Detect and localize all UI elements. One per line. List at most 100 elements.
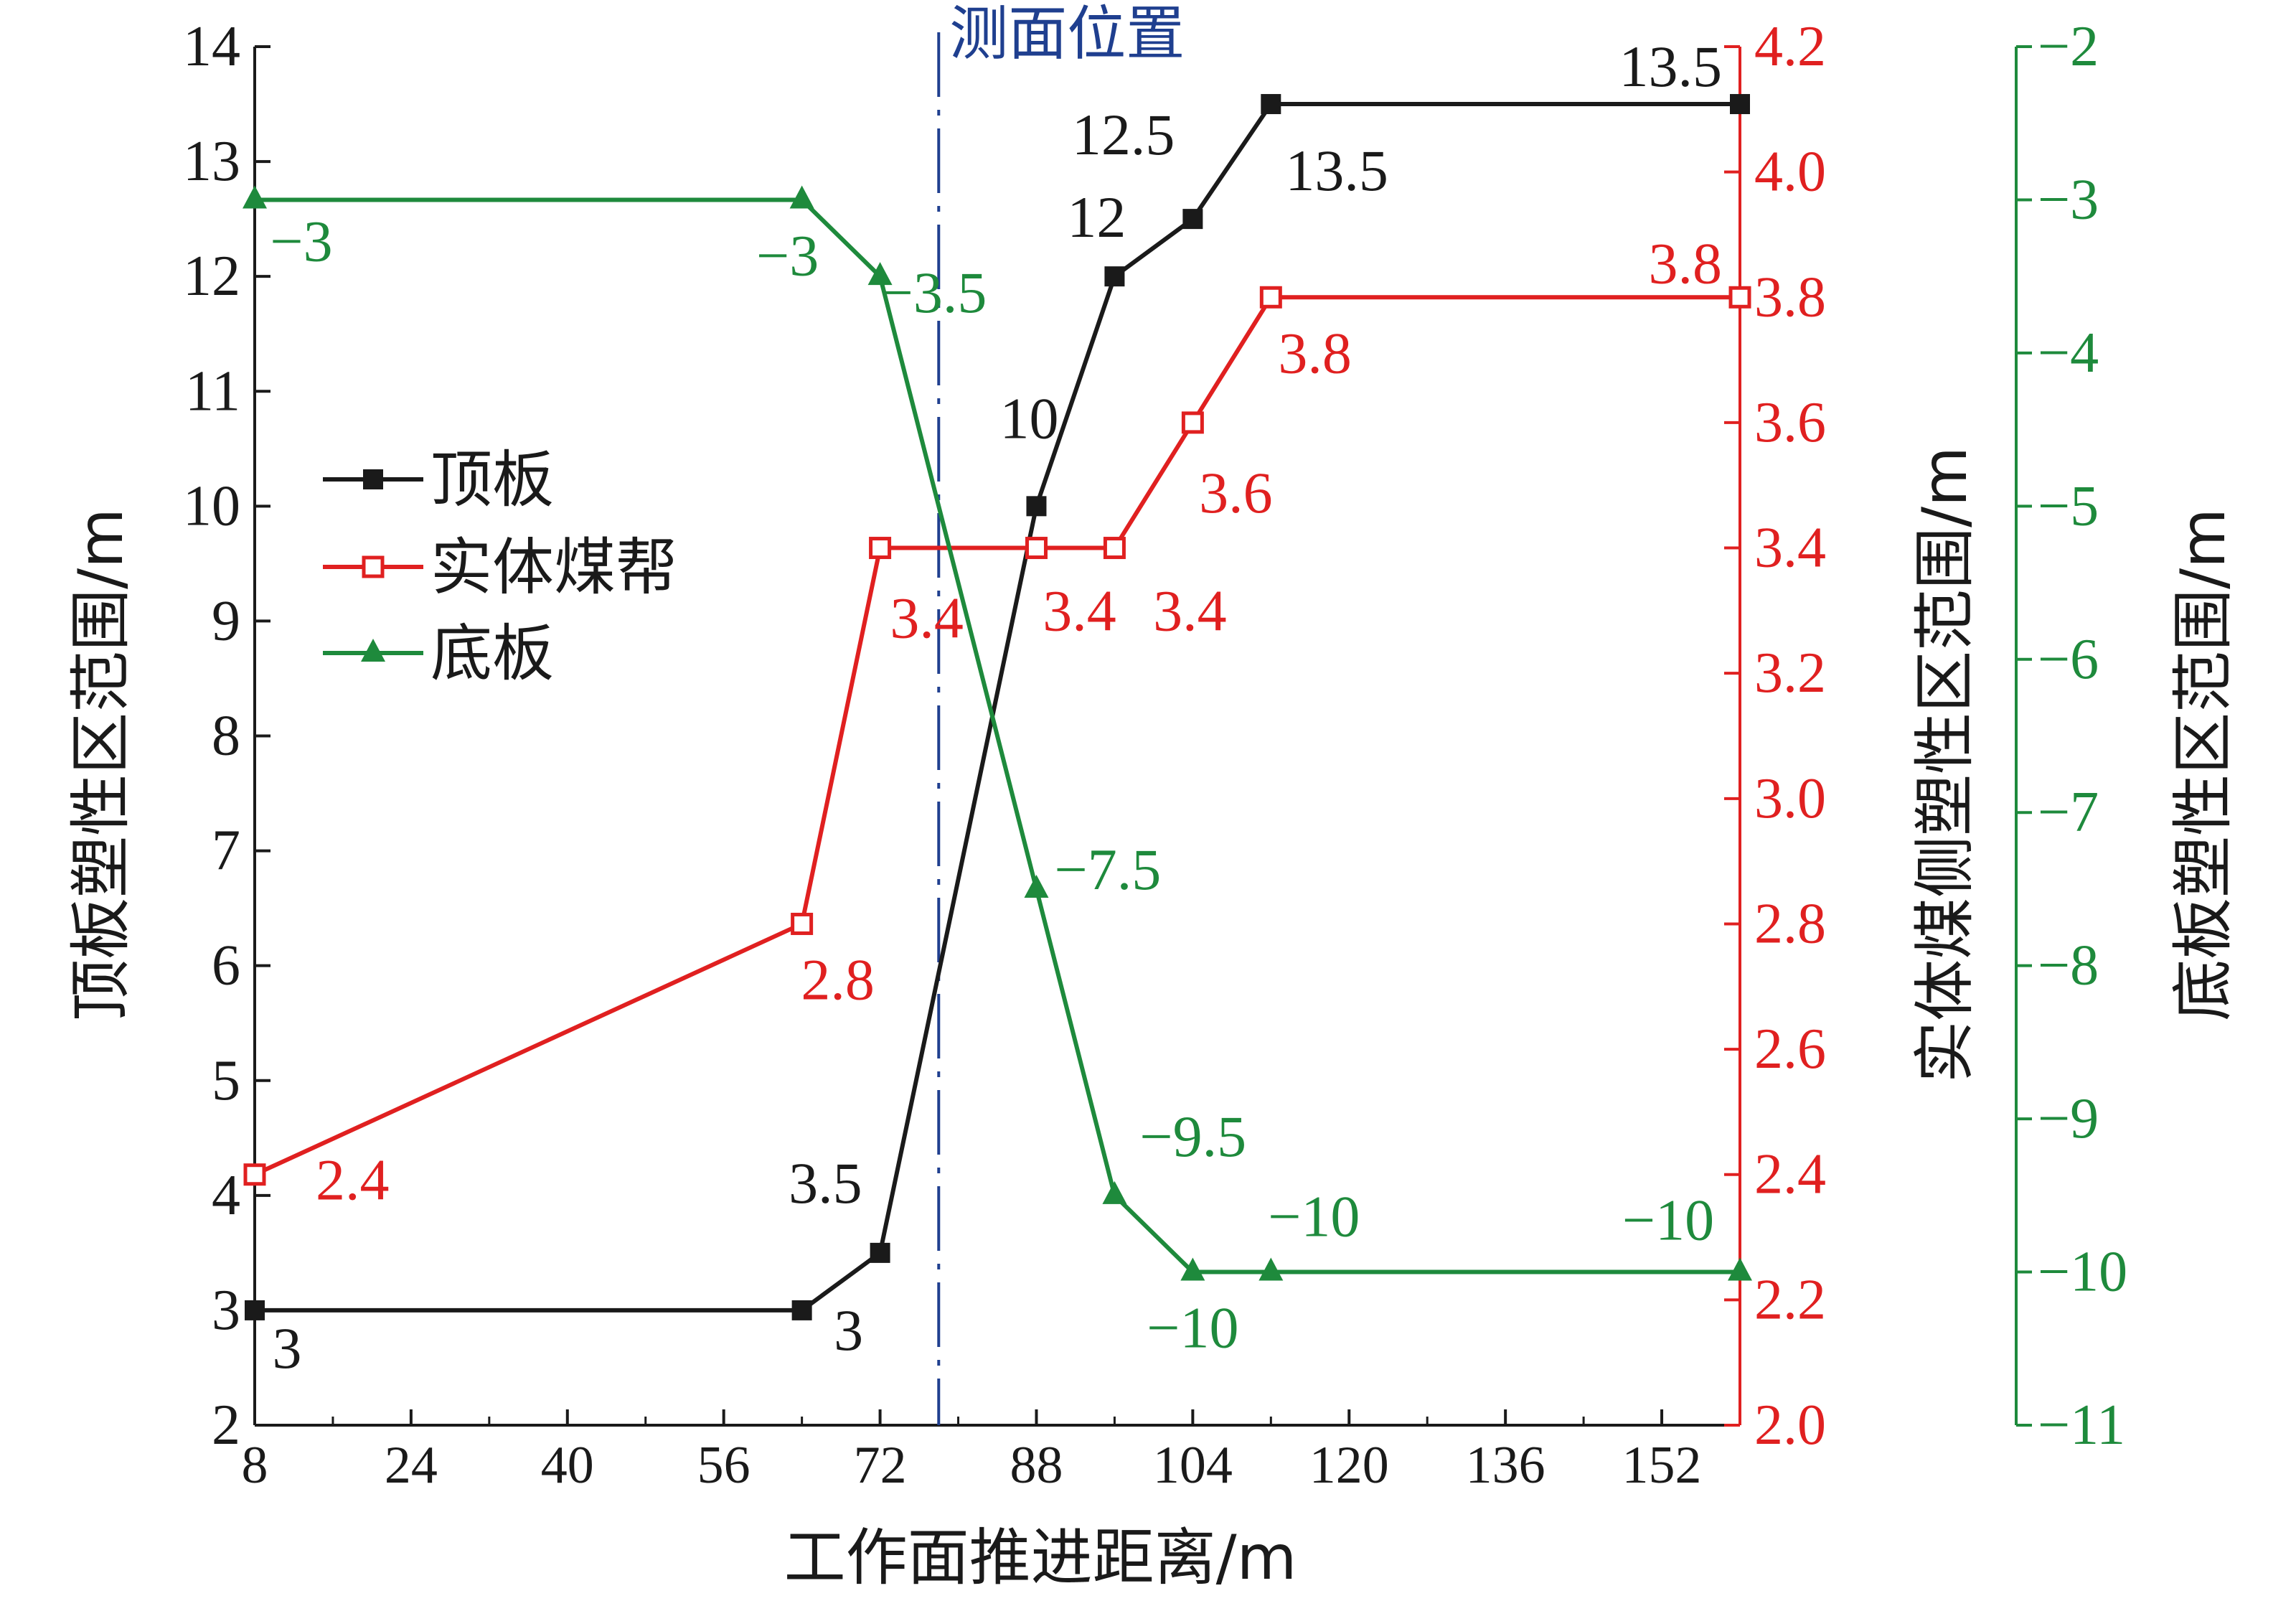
x-tick-label: 24 <box>385 1436 438 1495</box>
data-point <box>243 1163 266 1186</box>
x-tick-label: 72 <box>854 1436 907 1495</box>
data-label: −10 <box>1622 1188 1714 1253</box>
data-point <box>789 185 814 209</box>
data-point <box>870 1242 890 1263</box>
data-point <box>1182 209 1203 230</box>
right2-tick-label: −6 <box>2038 628 2099 691</box>
data-label: −10 <box>1268 1184 1360 1249</box>
x-tick-label: 152 <box>1622 1436 1702 1495</box>
left-tick-label: 12 <box>183 245 240 308</box>
data-point <box>1728 1257 1752 1281</box>
x-tick-label: 104 <box>1153 1436 1233 1495</box>
right2-tick-label: −4 <box>2038 321 2099 385</box>
data-label: 3.4 <box>1153 578 1227 644</box>
data-point <box>869 537 892 560</box>
data-label: −10 <box>1147 1295 1238 1361</box>
right1-tick-label: 2.8 <box>1754 892 1826 955</box>
data-label: −9.5 <box>1139 1104 1246 1169</box>
data-point <box>1258 1257 1284 1281</box>
left-tick-label: 2 <box>212 1394 240 1457</box>
data-label: 3.8 <box>1649 230 1723 296</box>
right1-tick-label: 2.6 <box>1754 1018 1826 1081</box>
right2-tick-label: −9 <box>2038 1087 2099 1150</box>
left-tick-label: 5 <box>212 1049 240 1112</box>
right1-tick-label: 4.0 <box>1754 141 1826 204</box>
right1-axis-title: 实体煤侧塑性区范围/m <box>1909 446 1981 1083</box>
left-tick-label: 9 <box>212 589 240 652</box>
x-tick-label: 40 <box>541 1436 594 1495</box>
data-label: −3 <box>270 208 332 273</box>
x-tick-label: 56 <box>697 1436 751 1495</box>
data-label: 13.5 <box>1619 34 1723 99</box>
x-tick-label: 120 <box>1309 1436 1389 1495</box>
right1-tick-label: 2.2 <box>1754 1268 1826 1331</box>
legend-marker <box>363 469 383 489</box>
series-line-2 <box>255 197 1740 1274</box>
left-tick-label: 6 <box>212 934 240 997</box>
legend-marker <box>361 639 385 662</box>
data-point <box>1102 1180 1127 1204</box>
left-tick-label: 11 <box>185 360 240 423</box>
data-point <box>791 1300 812 1320</box>
data-label: 2.8 <box>801 947 875 1012</box>
right2-tick-label: −11 <box>2038 1394 2125 1457</box>
data-point <box>1728 286 1751 309</box>
data-label: 12 <box>1067 184 1126 250</box>
data-point <box>791 912 814 935</box>
data-label: 3.5 <box>789 1150 862 1216</box>
data-label: −3.5 <box>880 260 987 325</box>
x-tick-label: 8 <box>242 1436 268 1495</box>
left-tick-label: 4 <box>212 1164 240 1227</box>
legend-marker <box>362 555 385 578</box>
data-point <box>1261 94 1281 115</box>
left-tick-label: 10 <box>183 474 240 537</box>
data-label: 3.4 <box>1043 578 1116 644</box>
right1-tick-label: 3.8 <box>1754 266 1826 329</box>
left-tick-label: 14 <box>183 15 240 78</box>
data-label: 3 <box>834 1297 863 1363</box>
series-line-0 <box>255 102 1740 1313</box>
data-point <box>1104 266 1125 287</box>
data-point <box>1026 496 1047 517</box>
data-label: 13.5 <box>1285 138 1388 203</box>
right1-tick-label: 3.2 <box>1754 642 1826 705</box>
right2-tick-label: −7 <box>2038 781 2099 844</box>
data-label: 3.4 <box>890 586 964 651</box>
x-tick-label: 136 <box>1466 1436 1545 1495</box>
data-label: 10 <box>999 385 1058 451</box>
right2-tick-label: −2 <box>2038 15 2099 78</box>
right1-tick-label: 2.0 <box>1754 1394 1826 1457</box>
legend-label: 底板 <box>430 618 554 690</box>
legend-label: 实体煤帮 <box>430 532 677 604</box>
data-point <box>1024 874 1049 898</box>
right1-tick-label: 3.0 <box>1754 767 1826 830</box>
data-label: 12.5 <box>1072 102 1175 167</box>
data-point <box>1103 537 1126 560</box>
data-point <box>1180 1257 1205 1281</box>
data-point <box>1181 411 1204 434</box>
data-point <box>867 262 893 286</box>
data-point <box>1025 537 1048 560</box>
data-point <box>245 1300 265 1320</box>
annotation-label: 测面位置 <box>949 0 1185 68</box>
left-tick-label: 7 <box>212 820 240 883</box>
left-tick-label: 3 <box>212 1279 240 1342</box>
right2-tick-label: −5 <box>2038 474 2099 537</box>
series-line-1 <box>253 295 1740 1177</box>
x-axis-title: 工作面推进距离/m <box>784 1522 1297 1594</box>
data-point <box>243 185 267 209</box>
data-point <box>1259 286 1282 309</box>
data-point <box>1730 94 1750 115</box>
legend-label: 顶板 <box>430 444 554 516</box>
right1-tick-label: 3.6 <box>1754 391 1826 454</box>
data-label: −7.5 <box>1054 837 1161 902</box>
data-label: 3.8 <box>1278 320 1352 385</box>
data-label: 3.6 <box>1199 460 1273 525</box>
left-axis-title: 顶板塑性区范围/m <box>65 508 137 1021</box>
right1-tick-label: 4.2 <box>1754 15 1826 78</box>
right2-tick-label: −10 <box>2038 1241 2127 1304</box>
right1-tick-label: 2.4 <box>1754 1143 1826 1206</box>
right1-tick-label: 3.4 <box>1754 517 1826 580</box>
data-label: 3 <box>273 1315 302 1381</box>
